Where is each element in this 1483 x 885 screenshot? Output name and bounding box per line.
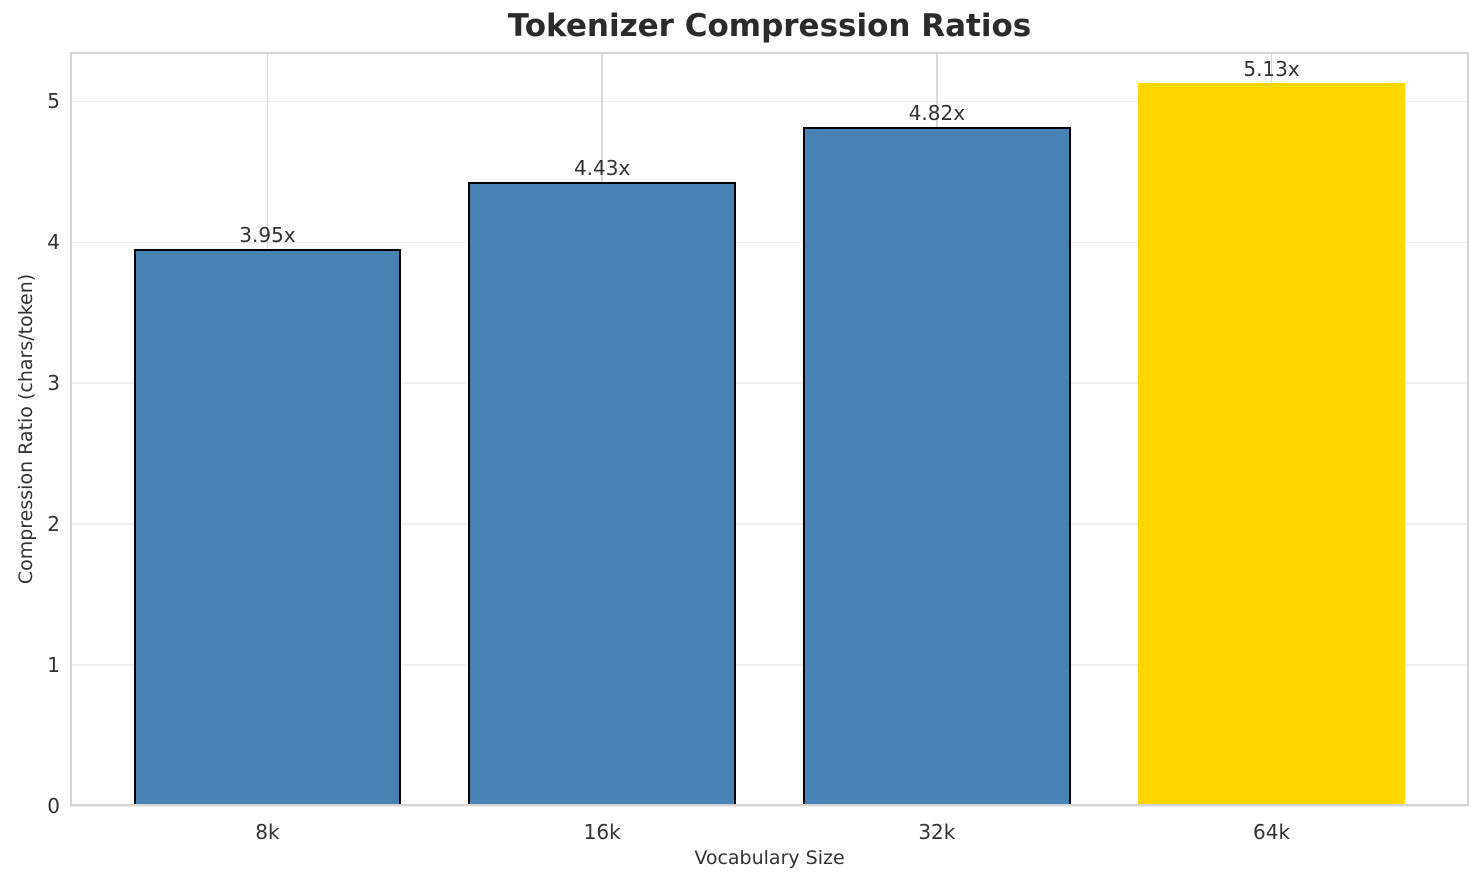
bar (133, 249, 402, 806)
x-axis-label: Vocabulary Size (694, 847, 845, 869)
bar-value-label: 5.13x (1243, 57, 1300, 82)
bar (802, 126, 1071, 806)
y-gridline (70, 100, 1469, 103)
y-gridline (70, 664, 1469, 666)
plot-area: 3.95x 4.43x 4.82x 5.13x (70, 52, 1469, 807)
y-gridline (70, 382, 1469, 384)
x-tick-label: 8k (255, 820, 280, 844)
y-tick-label: 5 (47, 89, 60, 114)
y-gridline (70, 241, 1469, 243)
y-tick-label: 4 (47, 230, 60, 255)
y-tick-label: 0 (47, 794, 60, 818)
y-gridline (70, 523, 1469, 525)
bar (1137, 83, 1406, 806)
y-tick-label: 3 (47, 371, 60, 396)
bar (468, 181, 737, 806)
x-tick-label: 32k (918, 820, 956, 844)
chart-title: Tokenizer Compression Ratios (507, 8, 1032, 44)
y-tick-label: 2 (47, 512, 60, 537)
x-tick-label: 16k (583, 820, 621, 844)
x-tick-label: 64k (1253, 820, 1291, 844)
bar-value-label: 3.95x (239, 223, 296, 248)
y-tick-label: 1 (47, 653, 60, 678)
y-gridline (70, 805, 1469, 807)
bar-value-label: 4.43x (573, 155, 631, 180)
bar-value-label: 4.82x (908, 100, 966, 125)
